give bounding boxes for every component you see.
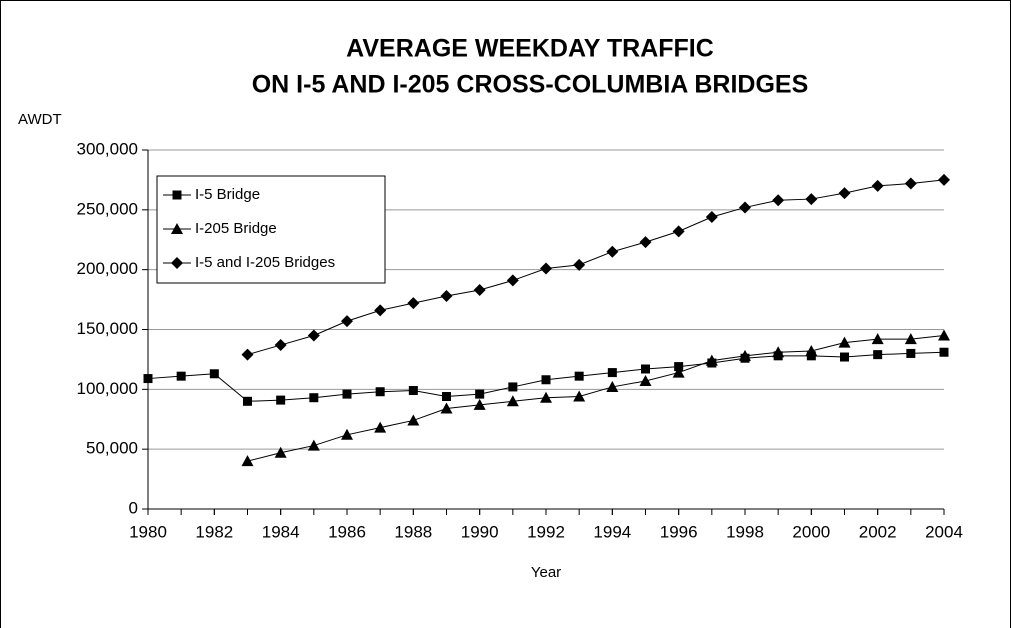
- series-line: [247, 179, 945, 356]
- y-tick-label: 100,000: [77, 379, 138, 398]
- marker: [540, 262, 552, 275]
- marker: [274, 446, 287, 458]
- marker: [705, 211, 718, 224]
- marker: [840, 352, 849, 362]
- marker: [739, 201, 751, 214]
- marker: [540, 391, 552, 403]
- y-tick-label: 150,000: [77, 319, 138, 338]
- marker: [805, 193, 818, 206]
- x-tick-label: 1988: [394, 522, 432, 541]
- marker: [871, 179, 884, 192]
- marker: [374, 304, 387, 317]
- x-tick-label: 2002: [859, 522, 897, 541]
- y-tick-label: 50,000: [86, 439, 138, 458]
- legend-label: I-5 and I-205 Bridges: [195, 254, 335, 271]
- series-line: [247, 334, 945, 462]
- marker: [309, 393, 319, 403]
- x-tick-label: 1984: [262, 522, 300, 541]
- marker: [938, 329, 950, 341]
- x-tick-label: 1990: [461, 522, 499, 541]
- marker: [573, 258, 586, 271]
- marker: [739, 349, 751, 361]
- marker: [506, 395, 519, 407]
- marker: [641, 364, 650, 374]
- legend-label: I-205 Bridge: [195, 220, 277, 237]
- marker: [672, 225, 685, 238]
- marker: [506, 274, 519, 287]
- marker: [241, 455, 254, 467]
- x-tick-label: 1980: [129, 522, 167, 541]
- marker: [606, 380, 619, 392]
- y-axis-label: AWDT: [18, 111, 62, 128]
- marker: [805, 345, 818, 357]
- marker: [639, 374, 652, 386]
- marker: [574, 371, 584, 381]
- y-tick-label: 300,000: [77, 139, 138, 158]
- marker: [473, 284, 486, 297]
- marker: [607, 368, 617, 378]
- legend-box: [156, 175, 386, 284]
- marker: [772, 346, 785, 358]
- x-tick-label: 1982: [195, 522, 233, 541]
- marker: [573, 390, 586, 402]
- marker: [407, 414, 420, 426]
- x-tick-label: 2004: [925, 522, 963, 541]
- marker: [408, 386, 418, 396]
- y-tick-label: 250,000: [77, 199, 138, 218]
- marker: [906, 348, 916, 358]
- marker: [307, 329, 320, 342]
- marker: [473, 398, 486, 410]
- marker: [274, 339, 287, 352]
- marker: [171, 257, 183, 269]
- x-tick-label: 1986: [328, 522, 366, 541]
- marker: [440, 289, 453, 302]
- marker: [243, 396, 252, 406]
- marker: [241, 348, 254, 361]
- x-tick-label: 1998: [726, 522, 764, 541]
- legend-label: I-5 Bridge: [195, 186, 260, 203]
- chart-title: ON I-5 AND I-205 CROSS-COLUMBIA BRIDGES: [252, 71, 809, 99]
- marker: [440, 402, 453, 414]
- chart-title: AVERAGE WEEKDAY TRAFFIC: [346, 35, 714, 63]
- marker: [873, 350, 883, 360]
- marker: [871, 333, 884, 345]
- y-tick-label: 0: [129, 498, 138, 517]
- marker: [442, 392, 451, 402]
- marker: [374, 421, 387, 433]
- marker: [143, 374, 153, 384]
- marker: [838, 187, 851, 200]
- marker: [904, 177, 917, 190]
- x-axis-label: Year: [531, 564, 561, 581]
- marker: [939, 347, 949, 357]
- marker: [209, 369, 219, 379]
- marker: [341, 428, 353, 440]
- marker: [508, 382, 518, 392]
- marker: [938, 173, 950, 186]
- marker: [475, 389, 485, 399]
- marker: [276, 395, 286, 405]
- marker: [375, 387, 385, 397]
- marker: [171, 223, 183, 234]
- marker: [407, 297, 420, 310]
- x-tick-label: 1994: [593, 522, 631, 541]
- marker: [541, 375, 551, 385]
- x-tick-label: 1996: [660, 522, 698, 541]
- y-tick-label: 200,000: [77, 259, 138, 278]
- marker: [606, 245, 619, 258]
- marker: [172, 190, 182, 200]
- marker: [342, 389, 352, 399]
- marker: [904, 333, 917, 345]
- x-tick-label: 2000: [792, 522, 830, 541]
- x-tick-label: 1992: [527, 522, 565, 541]
- marker: [705, 354, 718, 366]
- marker: [341, 315, 353, 328]
- marker: [176, 371, 186, 381]
- marker: [307, 439, 320, 451]
- marker: [672, 366, 685, 378]
- marker: [639, 236, 652, 249]
- marker: [838, 336, 851, 348]
- marker: [772, 194, 785, 207]
